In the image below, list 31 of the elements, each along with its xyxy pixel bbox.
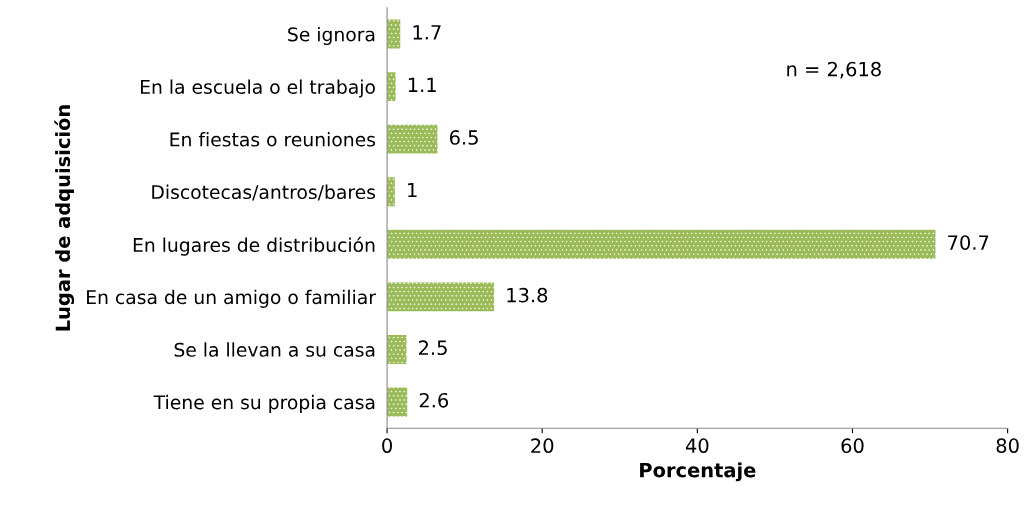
bar [387, 124, 438, 154]
y-tick-label: Se la llevan a su casa [174, 342, 375, 357]
x-tick-label: 20 [531, 438, 554, 454]
y-tick-label: En lugares de distribución [133, 236, 375, 256]
bar [387, 72, 396, 102]
y-tick-label: Discotecas/antros/bares [152, 184, 376, 201]
data-label: 1.7 [413, 25, 441, 40]
data-label: 2.5 [419, 340, 447, 356]
bar [387, 334, 407, 364]
x-tick-label: 0 [382, 438, 392, 454]
x-tick-label: 80 [996, 438, 1019, 454]
data-label: 13.8 [507, 287, 548, 303]
data-label: 1 [408, 182, 417, 198]
annotation: n = 2,618 [787, 61, 881, 79]
bar [387, 387, 408, 417]
bar [387, 229, 936, 259]
y-tick-label: En la escuela o el trabajo [141, 79, 375, 98]
bar [387, 177, 395, 207]
data-label: 2.6 [419, 392, 449, 408]
x-tick-label: 40 [685, 438, 709, 454]
y-axis-title: Lugar de adquisición [54, 105, 75, 331]
data-label: 1.1 [408, 77, 436, 92]
x-tick-label: 60 [841, 438, 864, 454]
data-label: 6.5 [449, 130, 478, 145]
y-tick-label: En fiestas o reuniones [170, 132, 376, 147]
y-tick-label: Se ignora [288, 26, 375, 46]
y-tick-label: Tiene en su propia casa [153, 394, 375, 414]
y-tick-label: En casa de un amigo o familiar [87, 289, 376, 308]
bar [387, 282, 495, 312]
data-label: 70.7 [948, 235, 989, 250]
x-axis-title: Porcentaje [640, 462, 756, 482]
